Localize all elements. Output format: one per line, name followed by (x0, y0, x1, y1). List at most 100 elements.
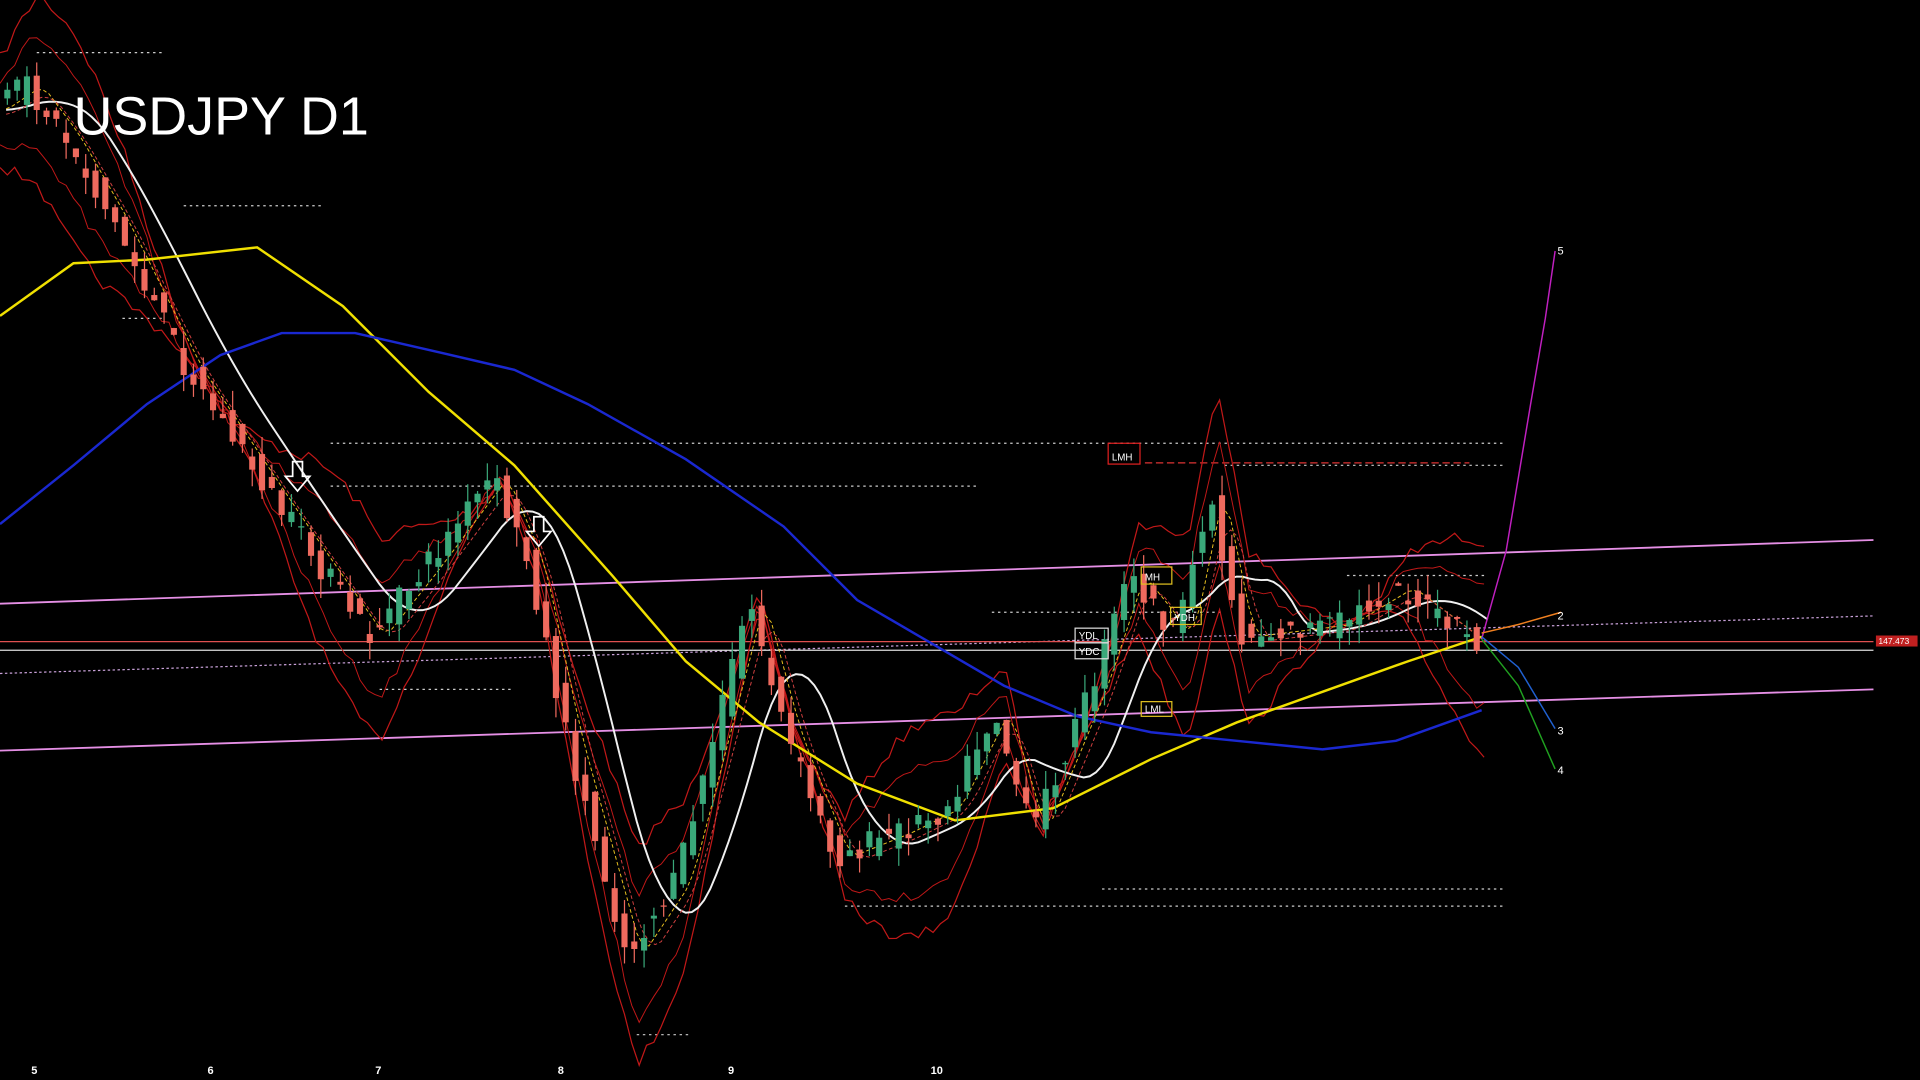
candle-body (1228, 546, 1235, 601)
x-tick-label: 9 (728, 1065, 734, 1077)
candle-body (454, 523, 462, 543)
band-line (0, 166, 1485, 1068)
candle-body (53, 110, 60, 119)
level-label: YDL (1079, 631, 1099, 642)
candle-body (1042, 788, 1049, 830)
candle-body (327, 568, 334, 577)
x-tick-label: 6 (208, 1065, 214, 1077)
candle-body (1072, 718, 1079, 748)
candle-body (1081, 692, 1088, 733)
signal-arrow (524, 515, 553, 548)
candle-body (787, 712, 795, 744)
candle-body (1170, 618, 1177, 620)
candle-body (934, 818, 942, 825)
candle-body (445, 531, 452, 556)
candle-body (258, 454, 266, 491)
candle-body (915, 814, 922, 825)
candle-body (1258, 636, 1265, 647)
projection-line (1481, 611, 1562, 634)
candle-body (582, 774, 589, 801)
candle-body (543, 601, 550, 638)
candle-body (1326, 617, 1333, 619)
candle-body (846, 850, 853, 857)
candle-body (650, 915, 657, 919)
candle-body (1003, 719, 1010, 754)
candle-body (797, 757, 804, 762)
candle-body (572, 731, 579, 781)
level-label: MH (1145, 572, 1160, 583)
projection-line (1481, 636, 1556, 729)
candle-body (503, 475, 510, 519)
candle-body (778, 676, 785, 712)
candle-body (386, 608, 393, 624)
candle-body (376, 625, 383, 628)
trend-line (0, 688, 1874, 752)
candle-body (278, 490, 285, 515)
candle-body (1179, 599, 1186, 634)
trend-line (0, 615, 1874, 675)
candle-body (748, 609, 755, 621)
candle-body (1434, 608, 1441, 619)
candle-body (611, 888, 618, 922)
candle-body (210, 393, 217, 411)
candle-body (709, 741, 716, 788)
candle-body (1199, 531, 1206, 553)
candle-body (1385, 604, 1392, 611)
candle-body (1316, 620, 1324, 636)
candle-body (1121, 584, 1128, 620)
candle-body (112, 207, 119, 223)
level-box (1140, 701, 1173, 717)
signal-arrow (283, 460, 312, 493)
candle-body (1023, 787, 1030, 804)
candle-body (944, 806, 951, 817)
projection-label: 4 (1558, 765, 1564, 777)
candle-body (121, 216, 128, 246)
candle-body (464, 501, 471, 526)
x-tick-label: 8 (558, 1065, 564, 1077)
candle-body (1267, 637, 1275, 641)
candle-body (1414, 590, 1422, 607)
candle-body (1062, 762, 1069, 765)
candle-body (856, 849, 863, 859)
candle-body (660, 905, 667, 907)
candle-body (954, 796, 961, 812)
candle-body (876, 837, 883, 857)
candle-body (1248, 623, 1255, 638)
candle-body (356, 598, 364, 614)
candle-body (680, 842, 687, 885)
candle-body (513, 498, 520, 528)
candle-body (699, 775, 706, 804)
moving-average (5, 96, 1489, 946)
candle-body (1444, 616, 1451, 629)
candle-body (641, 937, 648, 951)
candle-body (817, 796, 824, 816)
candle-body (239, 423, 246, 445)
projection-line (1480, 250, 1556, 640)
candle-body (317, 550, 324, 580)
candle-body (1356, 605, 1363, 625)
candle-body (964, 755, 971, 792)
candle-body (307, 532, 315, 556)
level-box (1107, 442, 1141, 465)
candle-body (885, 828, 893, 834)
candle-body (1091, 686, 1098, 712)
candle-body (1150, 585, 1157, 599)
candle-body (131, 252, 138, 267)
candle-body (494, 478, 501, 491)
level-box (1140, 566, 1173, 585)
candle-body (229, 410, 236, 442)
candle-body (729, 659, 736, 717)
candle-body (1052, 785, 1059, 798)
candle-body (63, 132, 70, 143)
candle-body (425, 551, 432, 565)
candle-body (690, 821, 697, 856)
candle-body (738, 625, 746, 679)
candle-body (415, 582, 422, 587)
candle-body (180, 348, 187, 376)
candle-body (151, 295, 158, 301)
candle-body (983, 733, 990, 752)
